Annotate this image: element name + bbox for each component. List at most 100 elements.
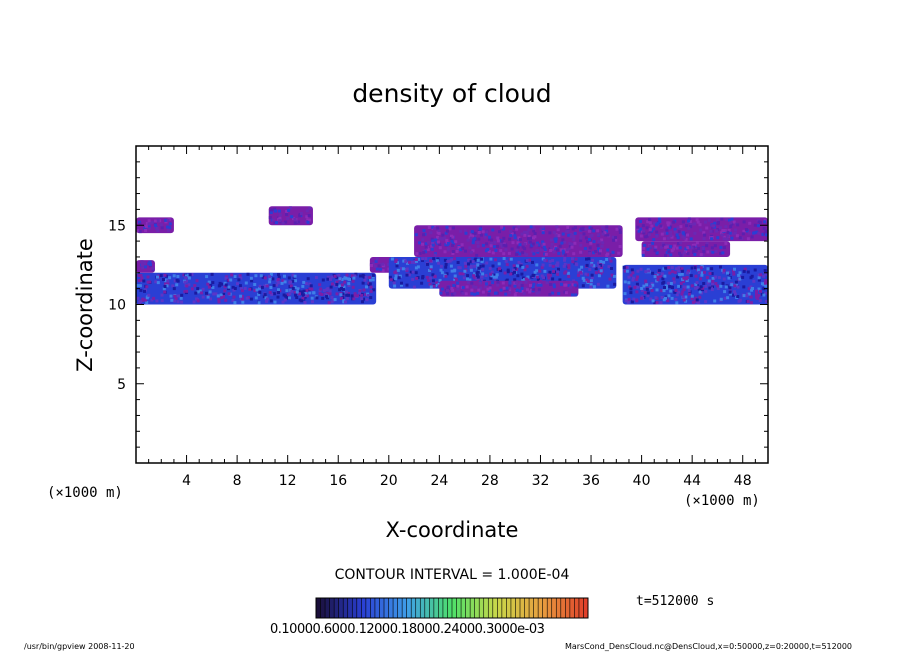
cloud-cell bbox=[451, 241, 455, 245]
cloud-cell bbox=[727, 228, 731, 232]
cloud-cell bbox=[406, 261, 409, 265]
cloud-cell bbox=[586, 240, 590, 244]
cloud-cell bbox=[306, 277, 310, 281]
cloud-cell bbox=[649, 297, 653, 301]
cloud-cell bbox=[548, 273, 552, 277]
cloud-cell bbox=[571, 283, 575, 287]
cloud-cell bbox=[468, 246, 472, 250]
cloud-cell bbox=[389, 278, 393, 282]
cloud-cell bbox=[524, 277, 528, 281]
cloud-cell bbox=[439, 268, 443, 272]
cloud-cell bbox=[600, 238, 604, 242]
cloud-cell bbox=[513, 266, 517, 270]
cloud-cell bbox=[338, 288, 342, 292]
cloud-cell bbox=[697, 271, 701, 274]
cloud-cell bbox=[536, 241, 539, 245]
cloud-cell bbox=[594, 271, 598, 275]
cloud-cell bbox=[594, 250, 598, 253]
cloud-cell bbox=[461, 286, 465, 290]
cloud-cell bbox=[411, 260, 414, 264]
cloud-cell bbox=[679, 253, 683, 257]
cloud-cell bbox=[594, 267, 598, 271]
cloud-cell bbox=[147, 222, 151, 226]
cloud-cell bbox=[720, 233, 724, 237]
cloud-cell bbox=[532, 252, 536, 256]
cloud-cell bbox=[467, 262, 470, 266]
cloud-cell bbox=[348, 278, 352, 281]
x-tick-label: 32 bbox=[532, 473, 550, 489]
cloud-cell bbox=[718, 226, 722, 230]
cloud-cell bbox=[469, 233, 473, 237]
cloud-cell bbox=[741, 232, 745, 236]
cloud-cell bbox=[369, 285, 373, 289]
colorbar-swatch bbox=[411, 598, 417, 618]
cloud-cell bbox=[745, 294, 749, 298]
cloud-cell bbox=[582, 232, 586, 236]
cloud-cell bbox=[662, 289, 666, 293]
cloud-cell bbox=[513, 278, 517, 282]
cloud-cell bbox=[629, 291, 633, 295]
cloud-cell bbox=[459, 248, 463, 252]
cloud-cell bbox=[459, 229, 463, 233]
cloud-cell bbox=[669, 253, 673, 257]
cloud-cell bbox=[470, 292, 474, 296]
cloud-cell bbox=[330, 275, 334, 279]
cloud-cell bbox=[258, 290, 262, 294]
cloud-cell bbox=[686, 246, 690, 250]
cloud-cell bbox=[325, 294, 329, 298]
cloud-cell bbox=[581, 276, 585, 280]
cloud-cell bbox=[477, 231, 481, 234]
cloud-cell bbox=[731, 269, 735, 273]
cloud-cell bbox=[371, 278, 375, 282]
cloud-cell bbox=[704, 300, 708, 304]
cloud-cell bbox=[400, 267, 404, 270]
cloud-cell bbox=[556, 248, 559, 252]
cloud-cell bbox=[490, 238, 494, 242]
x-tick-label: 4 bbox=[182, 473, 191, 489]
cloud-cell bbox=[375, 257, 379, 261]
cloud-cell bbox=[655, 288, 659, 292]
cloud-cell bbox=[618, 231, 622, 234]
cloud-cell bbox=[504, 248, 508, 252]
cloud-cell bbox=[345, 273, 349, 277]
cloud-cell bbox=[463, 261, 467, 265]
cloud-cell bbox=[709, 229, 713, 233]
cloud-cell bbox=[585, 263, 589, 267]
cloud-cell bbox=[305, 294, 309, 298]
cloud-cell bbox=[291, 279, 295, 283]
cloud-cell bbox=[474, 233, 478, 237]
cloud-cell bbox=[597, 251, 601, 255]
cloud-cell bbox=[673, 227, 677, 231]
cloud-cell bbox=[660, 245, 663, 249]
cloud-cell bbox=[471, 260, 475, 264]
cloud-cell bbox=[627, 281, 631, 285]
cloud-cell bbox=[513, 234, 517, 238]
cloud-cell bbox=[690, 297, 694, 301]
cloud-cell bbox=[145, 296, 149, 300]
cloud-cell bbox=[185, 284, 189, 288]
cloud-cell bbox=[243, 287, 247, 290]
cloud-cell bbox=[680, 267, 684, 271]
cloud-cell bbox=[506, 270, 510, 274]
cloud-cell bbox=[147, 293, 151, 297]
cloud-cell bbox=[727, 276, 731, 280]
cloud-cell bbox=[699, 228, 703, 232]
cloud-cell bbox=[175, 278, 179, 282]
cloud-cell bbox=[676, 226, 680, 230]
cloud-cell bbox=[493, 245, 496, 249]
cloud-cell bbox=[381, 262, 385, 266]
cloud-cell bbox=[571, 293, 574, 297]
cloud-cell bbox=[664, 245, 668, 249]
cloud-cell bbox=[714, 250, 718, 253]
cloud-cell bbox=[728, 290, 732, 294]
cloud-cell bbox=[560, 241, 564, 245]
cloud-cell bbox=[187, 283, 191, 287]
cloud-cell bbox=[531, 274, 535, 277]
cloud-cell bbox=[448, 227, 452, 231]
cloud-cell bbox=[361, 281, 365, 285]
cloud-cell bbox=[238, 284, 242, 288]
colorbar-frame bbox=[315, 597, 589, 619]
cloud-cell bbox=[473, 292, 477, 296]
cloud-cell bbox=[721, 229, 725, 233]
cloud-cell bbox=[635, 298, 639, 302]
